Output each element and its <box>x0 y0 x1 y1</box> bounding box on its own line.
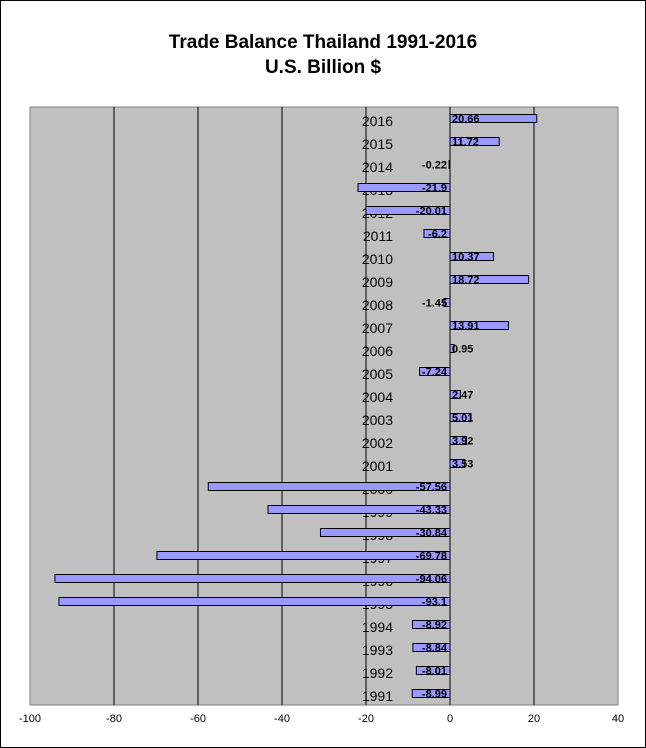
category-label: 1994 <box>362 619 393 635</box>
data-label: -43.33 <box>416 505 447 517</box>
bar <box>415 666 451 675</box>
data-label: -0.22 <box>422 160 447 172</box>
data-label: -1.45 <box>422 298 447 310</box>
data-label: 3.92 <box>452 436 473 448</box>
data-label: -20.01 <box>416 206 447 218</box>
bar <box>207 482 451 491</box>
x-tick-label: -100 <box>19 713 41 725</box>
bar <box>449 114 538 123</box>
category-label: 2008 <box>362 297 393 313</box>
x-tick-label: -40 <box>274 713 290 725</box>
data-label: 0.95 <box>452 344 473 356</box>
category-label: 2009 <box>362 274 393 290</box>
category-label: 2001 <box>362 458 393 474</box>
data-label: -57.56 <box>416 482 447 494</box>
data-label: 11.72 <box>452 137 479 149</box>
x-tick-label: 0 <box>447 713 453 725</box>
bar <box>443 298 451 307</box>
bar <box>449 321 509 330</box>
category-label: 1993 <box>362 642 393 658</box>
data-label: 20.66 <box>452 114 480 126</box>
bar <box>357 183 451 192</box>
data-label: -8.99 <box>422 689 447 701</box>
data-label: -21.9 <box>422 183 447 195</box>
bar <box>156 551 451 560</box>
data-label: 10.37 <box>452 252 480 264</box>
category-label: 2006 <box>362 343 393 359</box>
x-tick-label: -20 <box>358 713 374 725</box>
bar <box>449 137 500 146</box>
bar <box>365 206 451 215</box>
data-label: 2.47 <box>452 390 473 402</box>
data-label: -30.84 <box>416 528 448 540</box>
category-label: 1991 <box>362 688 393 704</box>
data-label: -8.01 <box>422 666 447 678</box>
x-tick-label: 40 <box>612 713 624 725</box>
x-tick-label: -80 <box>106 713 122 725</box>
category-label: 2004 <box>362 389 393 405</box>
bar <box>449 459 466 468</box>
x-tick-label: 20 <box>528 713 540 725</box>
data-label: -6.2 <box>428 229 447 241</box>
category-label: 2005 <box>362 366 393 382</box>
bar <box>58 597 451 606</box>
category-label: 2002 <box>362 435 393 451</box>
bar <box>412 643 451 652</box>
category-label: 1992 <box>362 665 393 681</box>
category-label: 2010 <box>362 251 393 267</box>
bar <box>449 252 495 261</box>
bar <box>423 229 451 238</box>
bar <box>419 367 451 376</box>
category-label: 2016 <box>362 113 393 129</box>
data-label: -8.84 <box>422 643 448 655</box>
chart-subtitle: U.S. Billion $ <box>265 57 382 78</box>
data-label: 5.01 <box>452 413 473 425</box>
data-label: -69.78 <box>416 551 447 563</box>
category-label: 2007 <box>362 320 393 336</box>
data-label: -8.92 <box>422 620 447 632</box>
bar <box>319 528 451 537</box>
bar <box>411 689 451 698</box>
data-label: -93.1 <box>422 597 447 609</box>
data-labels: -8.99 -8.01 -8.84 -8.92 -93.1 -94.06 -69.78 -30… <box>416 114 480 701</box>
x-axis-ticks: -100 -80 -60 -40 -20 0 20 40 <box>19 713 624 725</box>
chart-title: Trade Balance Thailand 1991-2016 <box>169 32 477 53</box>
bar <box>448 160 451 169</box>
data-label: 3.53 <box>452 459 473 471</box>
bar <box>412 620 451 629</box>
category-label: 2003 <box>362 412 393 428</box>
bar <box>449 390 461 399</box>
data-label: 13.91 <box>452 321 480 333</box>
bar <box>449 344 455 353</box>
data-label: -7.24 <box>422 367 448 379</box>
plot-area <box>29 106 619 706</box>
bars <box>54 114 538 698</box>
bar <box>267 505 451 514</box>
bar <box>54 574 451 583</box>
data-label: 18.72 <box>452 275 480 287</box>
category-label: 2011 <box>363 228 393 244</box>
bar <box>449 413 472 422</box>
data-label: -94.06 <box>416 574 447 586</box>
x-tick-label: -60 <box>190 713 206 725</box>
bar <box>449 275 530 284</box>
bar <box>449 436 467 445</box>
category-label: 2014 <box>362 159 393 175</box>
category-label: 2015 <box>362 136 393 152</box>
